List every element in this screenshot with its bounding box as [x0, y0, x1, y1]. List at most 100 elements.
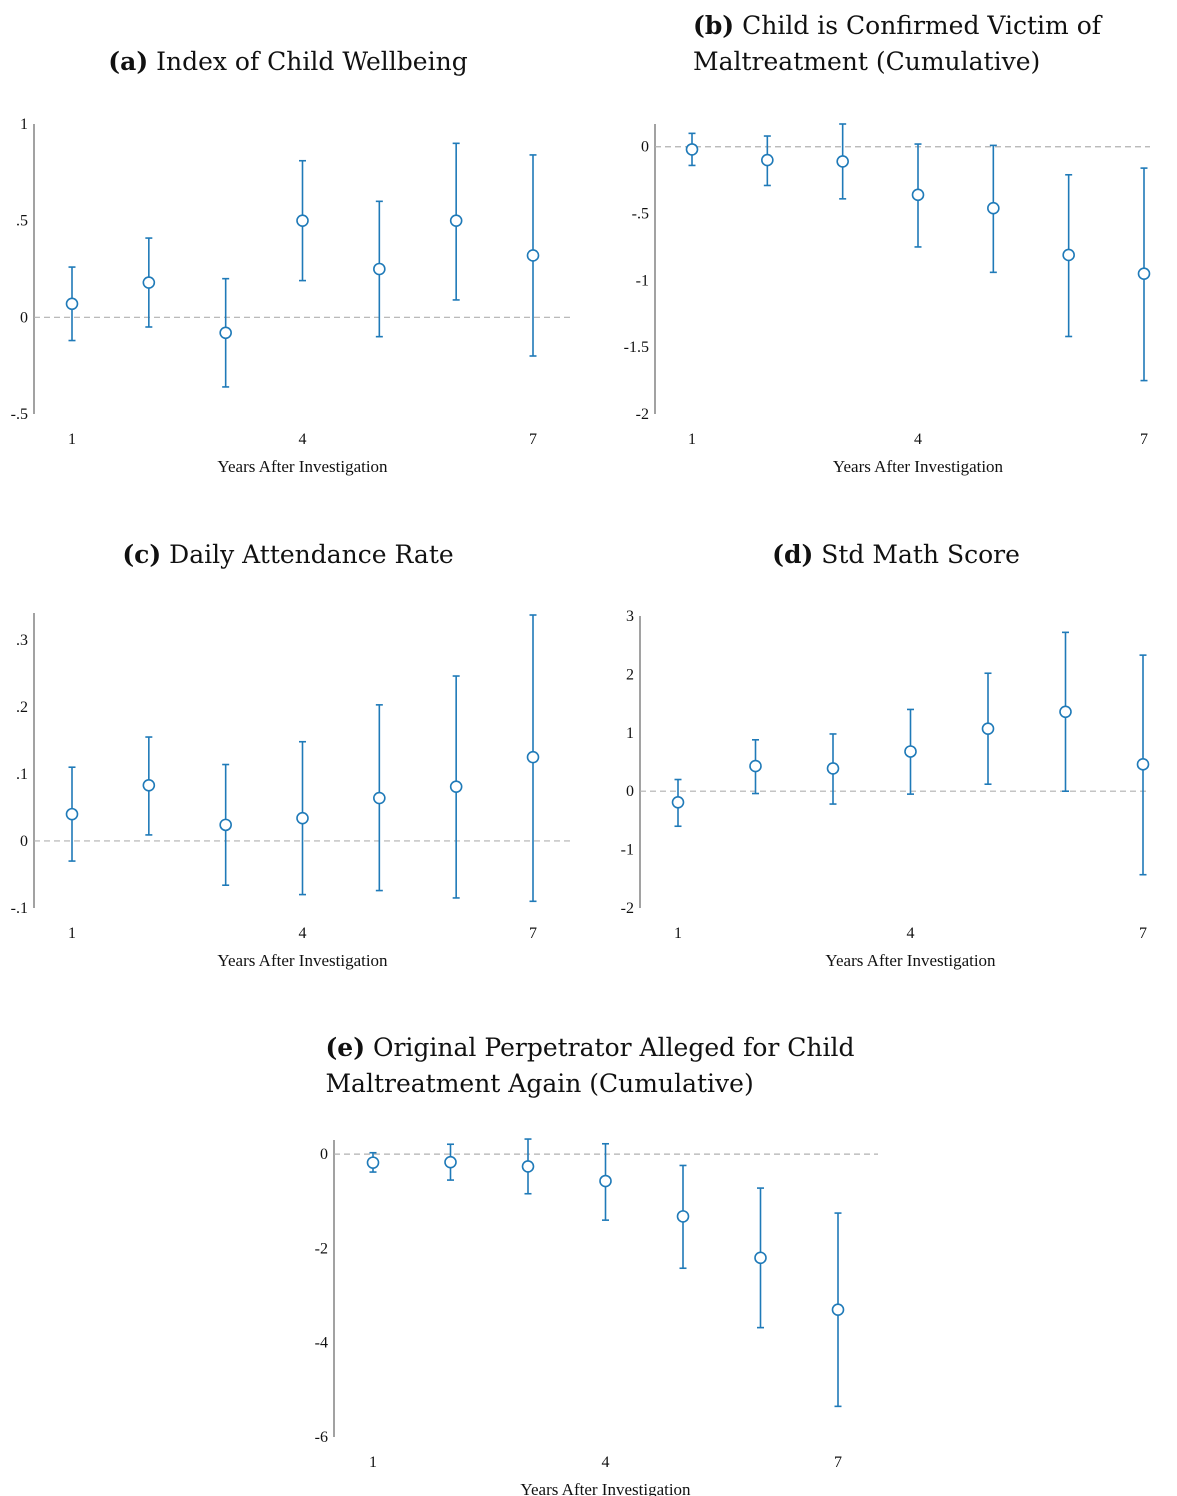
x-axis-label: Years After Investigation [217, 951, 388, 970]
y-tick-label: 0 [320, 1146, 328, 1163]
x-axis-label: Years After Investigation [825, 951, 996, 970]
y-tick-label: 1 [20, 116, 28, 133]
point-estimate [296, 214, 309, 227]
title-line: Daily Attendance Rate [161, 540, 454, 569]
point-estimate [449, 780, 463, 793]
point-estimate [142, 779, 156, 792]
x-axis-label: Years After Investigation [833, 457, 1004, 476]
point-estimate [761, 153, 774, 167]
y-tick-label: -1.5 [624, 339, 649, 356]
panel-title: (d) Std Math Score [772, 537, 1020, 573]
title-line: Index of Child Wellbeing [148, 47, 468, 76]
point-estimate [1059, 705, 1072, 719]
y-tick-label: .3 [16, 632, 28, 649]
panel-label: (b) [693, 11, 735, 40]
point-estimate [671, 795, 685, 809]
y-tick-label: -.1 [11, 900, 28, 917]
point-estimate [1137, 267, 1151, 280]
x-axis-label: Years After Investigation [217, 457, 388, 476]
title-line: Std Math Score [813, 540, 1020, 569]
x-tick-label: 7 [529, 925, 537, 942]
y-tick-label: 1 [626, 725, 634, 742]
point-estimate [987, 201, 1000, 215]
y-tick-label: 0 [20, 309, 28, 326]
point-estimate [526, 750, 540, 764]
y-tick-label: .2 [16, 699, 28, 716]
x-tick-label: 7 [1140, 431, 1148, 448]
panel-title: (b) Child is Confirmed Victim of Maltreat… [693, 8, 1101, 80]
x-tick-label: 7 [529, 431, 537, 448]
panel-title: (c) Daily Attendance Rate [122, 537, 453, 573]
title-line: Maltreatment (Cumulative) [693, 47, 1041, 76]
x-tick-label: 7 [1139, 925, 1147, 942]
point-estimate [911, 188, 925, 202]
y-tick-label: 3 [626, 608, 634, 625]
panel-title: (e) Original Perpetrator Alleged for Chi… [325, 1030, 854, 1102]
point-estimate [366, 1156, 380, 1169]
x-tick-label: 4 [299, 925, 307, 942]
point-estimate [685, 143, 699, 156]
x-tick-label: 4 [907, 925, 915, 942]
point-estimate [676, 1210, 690, 1223]
y-tick-label: 0 [641, 139, 649, 156]
panel-label: (d) [772, 540, 814, 569]
x-tick-label: 4 [299, 431, 307, 448]
y-tick-label: -.5 [11, 406, 28, 423]
point-estimate [904, 745, 917, 758]
point-estimate [521, 1160, 535, 1173]
point-estimate [1136, 758, 1150, 771]
point-estimate [65, 807, 79, 821]
x-axis-label: Years After Investigation [520, 1480, 691, 1496]
point-estimate [219, 818, 232, 832]
y-tick-label: 0 [626, 783, 634, 800]
y-tick-label: 0 [20, 833, 28, 850]
point-estimate [831, 1303, 845, 1317]
point-estimate [1062, 248, 1075, 262]
panel-label: (e) [325, 1033, 366, 1062]
title-line: Maltreatment Again (Cumulative) [325, 1069, 754, 1098]
point-estimate [836, 155, 849, 168]
x-tick-label: 4 [914, 431, 922, 448]
x-tick-label: 1 [68, 925, 76, 942]
title-line: Original Perpetrator Alleged for Child [365, 1033, 855, 1062]
y-tick-label: -2 [636, 406, 649, 423]
y-tick-label: .1 [16, 766, 28, 783]
x-tick-label: 1 [674, 925, 682, 942]
point-estimate [826, 762, 840, 775]
panel-title: (a) Index of Child Wellbeing [108, 44, 467, 80]
y-tick-label: -4 [315, 1335, 328, 1352]
point-estimate [373, 791, 386, 805]
point-estimate [754, 1251, 767, 1265]
panel-label: (c) [122, 540, 162, 569]
x-tick-label: 1 [68, 431, 76, 448]
y-tick-label: -.5 [632, 206, 649, 223]
point-estimate [526, 249, 540, 262]
y-tick-label: 2 [626, 666, 634, 683]
x-tick-label: 1 [688, 431, 696, 448]
point-estimate [981, 722, 995, 736]
x-tick-label: 7 [834, 1454, 842, 1471]
y-tick-label: -1 [621, 842, 634, 859]
title-line: Child is Confirmed Victim of [734, 11, 1101, 40]
y-tick-label: -2 [621, 900, 634, 917]
point-estimate [296, 811, 309, 825]
point-estimate [749, 759, 762, 773]
point-estimate [599, 1174, 612, 1188]
panel-label: (a) [108, 47, 149, 76]
y-tick-label: -2 [315, 1240, 328, 1257]
point-estimate [65, 297, 79, 311]
y-tick-label: -1 [636, 272, 649, 289]
y-tick-label: -6 [315, 1429, 328, 1446]
point-estimate [373, 262, 386, 276]
point-estimate [449, 214, 463, 227]
x-tick-label: 4 [602, 1454, 610, 1471]
y-tick-label: .5 [16, 213, 28, 230]
x-tick-label: 1 [369, 1454, 377, 1471]
point-estimate [219, 326, 232, 340]
point-estimate [444, 1155, 457, 1169]
